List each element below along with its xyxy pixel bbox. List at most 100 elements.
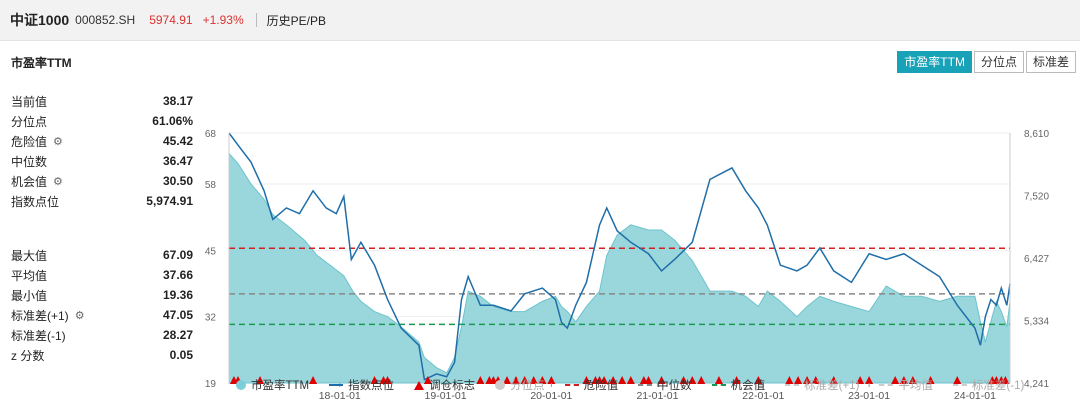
legend-item[interactable]: 分位点	[495, 377, 545, 393]
legend-label: 分位点	[510, 380, 545, 392]
stat-row: 最大值 67.09	[11, 245, 193, 265]
stat-label: 分位点	[11, 113, 47, 130]
y-right-tick-label: 4,241	[1024, 379, 1049, 390]
tab-percentile[interactable]: 分位点	[973, 51, 1024, 73]
stat-label-text: 分位点	[11, 114, 48, 129]
index-line-series	[228, 132, 1011, 381]
rebalance-marker	[732, 376, 741, 384]
stat-label: 最小值	[11, 287, 47, 304]
rebalance-marker	[512, 376, 521, 384]
stat-label-text: 标准差(+1)	[11, 308, 69, 323]
stat-row: 平均值 37.66	[11, 265, 193, 285]
history-pe-pb-link[interactable]: 历史PE/PB	[266, 13, 326, 28]
stat-label: 最大值	[11, 247, 47, 264]
rebalance-marker	[926, 376, 935, 384]
stat-label-text: 平均值	[11, 268, 48, 283]
stat-row: 机会值 ⚙ 30.50	[11, 171, 193, 191]
stat-label-text: 当前值	[11, 94, 48, 109]
rebalance-marker	[423, 376, 432, 384]
rebalance-marker	[891, 376, 900, 384]
legend-swatch-icon	[879, 384, 894, 386]
rebalance-marker	[754, 376, 763, 384]
legend-item[interactable]: 调仓标志	[414, 377, 475, 393]
x-tick-label: 23-01-01	[848, 390, 890, 402]
stat-value: 30.50	[162, 174, 193, 188]
legend-item[interactable]: 中位数	[638, 377, 692, 393]
legend-label: 中位数	[657, 380, 692, 392]
stat-label-text: 最小值	[11, 288, 48, 303]
stat-row: 当前值 38.17	[11, 91, 193, 111]
stat-label-text: 危险值	[11, 134, 48, 149]
stat-label-text: 中位数	[11, 154, 48, 169]
legend-swatch-icon	[785, 384, 800, 386]
stat-label-text: 机会值	[11, 174, 48, 189]
x-tick-label: 22-01-01	[742, 390, 784, 402]
rebalance-marker	[309, 376, 318, 384]
stat-label-text: z 分数	[11, 348, 45, 363]
rebalance-marker	[856, 376, 865, 384]
tab-std-dev[interactable]: 标准差	[1025, 51, 1076, 73]
stat-label-text: 指数点位	[11, 194, 60, 209]
x-tick-label: 19-01-01	[425, 390, 467, 402]
legend-item[interactable]: 指数点位	[329, 377, 394, 393]
legend-item[interactable]: 标准差(+1)	[785, 377, 859, 393]
rebalance-marker	[714, 376, 723, 384]
stat-row: 指数点位 5,974.91	[11, 191, 193, 211]
y-right-tick-label: 7,520	[1024, 191, 1049, 202]
legend-label: 标准差(-1)	[971, 380, 1025, 392]
stat-value: 5,974.91	[146, 194, 193, 208]
rebalance-marker	[582, 376, 591, 384]
metric-tabs: 市盈率TTM 分位点 标准差	[895, 51, 1076, 73]
rebalance-marker	[503, 376, 512, 384]
stat-row: 最小值 19.36	[11, 285, 193, 305]
panel-title: 市盈率TTM	[11, 56, 72, 70]
rebalance-marker	[529, 376, 538, 384]
stat-value: 19.36	[162, 288, 193, 302]
stat-row: 危险值 ⚙ 45.42	[11, 131, 193, 151]
stat-label: 指数点位	[11, 193, 59, 210]
stat-value: 37.66	[162, 268, 193, 282]
y-right-tick-label: 8,610	[1024, 129, 1049, 140]
rebalance-marker	[697, 376, 706, 384]
valuation-panel: 市盈率TTM 市盈率TTM 分位点 标准差 当前值 38.17 分位点 61.06% 危…	[0, 40, 1080, 412]
stat-label-text: 最大值	[11, 248, 48, 263]
legend-item[interactable]: 标准差(-1)	[952, 377, 1025, 393]
stat-row: 分位点 61.06%	[11, 111, 193, 131]
stat-label: 标准差(+1) ⚙	[11, 307, 85, 324]
stat-label: 标准差(-1)	[11, 327, 66, 344]
legend-item[interactable]: 平均值	[879, 377, 933, 393]
stats-historical: 最大值 67.09 平均值 37.66 最小值 19.36 标准差(+1) ⚙ 47.05 标准差…	[11, 245, 193, 365]
x-tick-label: 20-01-01	[530, 390, 572, 402]
rebalance-marker	[794, 376, 803, 384]
y-left-tick-label: 68	[205, 129, 217, 140]
stat-value: 28.27	[162, 328, 193, 342]
stat-row: 中位数 36.47	[11, 151, 193, 171]
stats-current: 当前值 38.17 分位点 61.06% 危险值 ⚙ 45.42 中位数 36.47 机会值 ⚙ 30…	[11, 91, 193, 211]
stat-label: 中位数	[11, 153, 47, 170]
gear-icon[interactable]: ⚙	[53, 135, 63, 148]
index-header: 中证1000 000852.SH 5974.91 +1.93% 历史PE/PB	[0, 0, 1080, 40]
stat-label: z 分数	[11, 347, 44, 364]
stat-value: 0.05	[169, 348, 193, 362]
legend-swatch-icon	[952, 384, 967, 386]
index-code: 000852.SH	[75, 13, 136, 27]
tab-pe-ttm[interactable]: 市盈率TTM	[897, 51, 972, 73]
y-left-tick-label: 45	[205, 246, 217, 257]
stat-row: 标准差(+1) ⚙ 47.05	[11, 305, 193, 325]
gear-icon[interactable]: ⚙	[53, 175, 63, 188]
rebalance-marker	[256, 376, 265, 384]
legend-item[interactable]: 机会值	[711, 377, 765, 393]
y-left-tick-label: 32	[205, 313, 217, 324]
rebalance-marker	[899, 376, 908, 384]
y-right-tick-label: 5,334	[1024, 316, 1049, 327]
stat-label-text: 标准差(-1)	[11, 328, 66, 343]
rebalance-marker	[538, 376, 547, 384]
legend-item[interactable]: 市盈率TTM	[236, 377, 309, 393]
gear-icon[interactable]: ⚙	[74, 309, 85, 322]
rebalance-marker	[829, 376, 838, 384]
pe-chart: 68 58 45 32 19 8,610 7,520 6,427 5,334 4,241 18-01…	[205, 129, 1050, 402]
stat-value: 47.05	[162, 308, 193, 322]
legend-item[interactable]: 危险值	[564, 377, 618, 393]
stat-value: 38.17	[162, 94, 193, 108]
stat-value: 45.42	[162, 134, 193, 148]
